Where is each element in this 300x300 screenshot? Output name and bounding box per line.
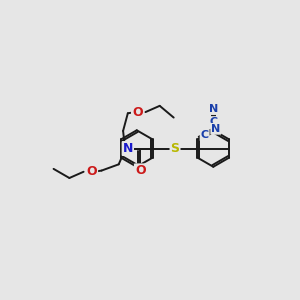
Text: N: N <box>211 124 220 134</box>
Text: N: N <box>209 104 218 114</box>
Text: O: O <box>132 106 142 118</box>
Text: C: C <box>201 130 209 140</box>
Text: N: N <box>123 142 133 155</box>
Text: S: S <box>170 142 179 155</box>
Text: O: O <box>86 165 97 178</box>
Text: C: C <box>209 117 218 127</box>
Text: O: O <box>135 164 146 177</box>
